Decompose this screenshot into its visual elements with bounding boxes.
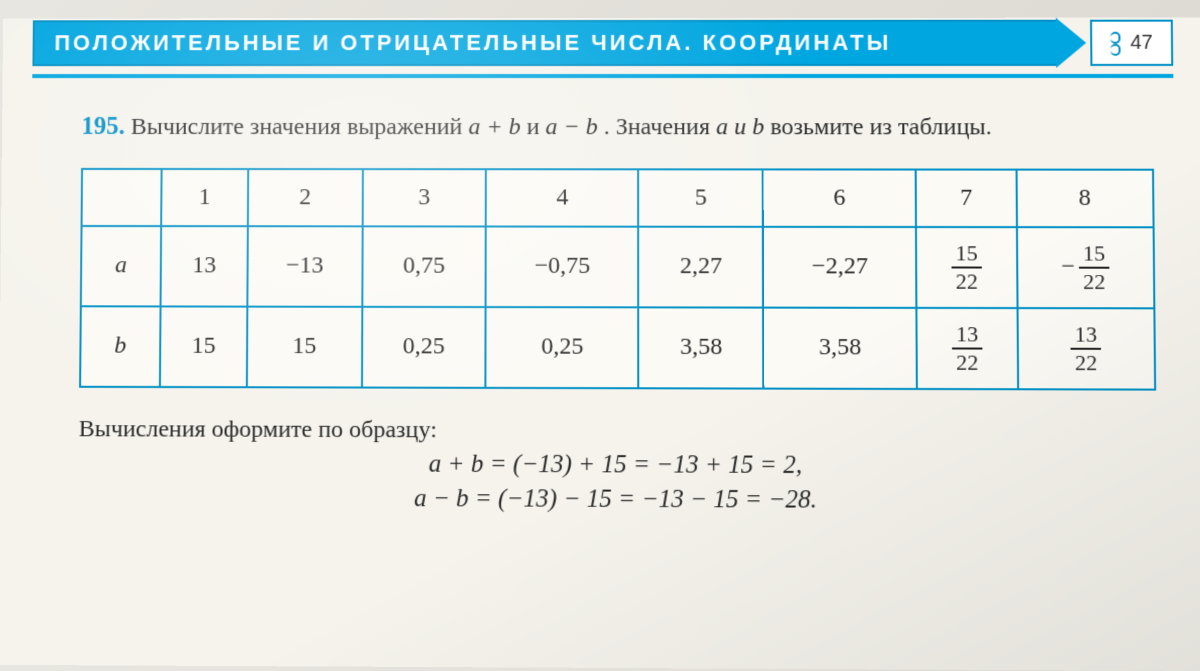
row-label: a: [81, 226, 161, 306]
table-row: b15150,250,253,583,5813221322: [80, 306, 1155, 389]
row-label: b: [80, 306, 160, 387]
example-line-1: a + b = (−13) + 15 = −13 + 15 = 2,: [78, 449, 1157, 481]
table-cell: 1522: [916, 227, 1017, 308]
expr-a-minus-b: a − b: [545, 114, 597, 140]
column-header: 4: [486, 169, 638, 226]
problem-number: 195.: [81, 113, 125, 140]
table-cell: −2,27: [763, 226, 917, 307]
table-cell: 3,58: [763, 307, 917, 388]
table-cell: 13: [161, 226, 248, 307]
table-corner-cell: [82, 168, 162, 225]
table-body: 12345678a13−130,75−0,752,27−2,271522−152…: [80, 168, 1155, 389]
table-cell: 0,75: [362, 226, 486, 307]
table-cell: 2,27: [639, 226, 764, 307]
problem-text-and: и: [527, 114, 546, 140]
table-cell: 0,25: [362, 306, 487, 387]
table-row: a13−130,75−0,752,27−2,271522−1522: [81, 226, 1155, 308]
problem-statement: 195. Вычислите значения выражений a + b …: [81, 108, 1154, 146]
example-line-2: a − b = (−13) − 15 = −13 − 15 = −28.: [78, 483, 1157, 515]
table-cell: 3,58: [639, 307, 764, 388]
table-cell: −13: [247, 226, 362, 307]
example-intro: Вычисления оформите по образцу:: [79, 416, 1157, 447]
table-cell: 0,25: [486, 307, 639, 388]
values-table: 12345678a13−130,75−0,752,27−2,271522−152…: [79, 167, 1156, 390]
column-header: 2: [248, 169, 363, 226]
column-header: 1: [161, 168, 248, 225]
problem-text-3: возьмите из таблицы.: [770, 114, 992, 140]
table-cell: 15: [247, 306, 362, 387]
column-header: 3: [362, 169, 486, 226]
problem-text-1: Вычислите значения выражений: [131, 114, 469, 140]
page-number: 47: [1130, 31, 1153, 54]
page-content: 195. Вычислите значения выражений a + b …: [0, 78, 1200, 516]
table-header-row: 12345678: [82, 168, 1154, 226]
table-cell: 15: [160, 306, 247, 387]
problem-text-2: . Значения: [604, 114, 716, 140]
table-cell: 1322: [917, 307, 1018, 388]
expr-a-plus-b: a + b: [468, 114, 520, 140]
header-arrow-icon: [1055, 18, 1086, 68]
column-header: 5: [639, 169, 764, 226]
table-cell: 1322: [1017, 308, 1155, 390]
column-header: 8: [1016, 169, 1154, 227]
textbook-page: ПОЛОЖИТЕЛЬНЫЕ И ОТРИЦАТЕЛЬНЫЕ ЧИСЛА. КОО…: [0, 18, 1200, 671]
column-header: 6: [763, 169, 916, 227]
chapter-header: ПОЛОЖИТЕЛЬНЫЕ И ОТРИЦАТЕЛЬНЫЕ ЧИСЛА. КОО…: [32, 18, 1173, 68]
table-cell: −1522: [1016, 227, 1154, 308]
spiral-binding-icon: [1110, 30, 1120, 56]
table-cell: −0,75: [486, 226, 639, 307]
column-header: 7: [916, 169, 1016, 227]
page-number-box: 47: [1090, 20, 1173, 66]
vars-a-b: a и b: [716, 114, 764, 140]
chapter-title: ПОЛОЖИТЕЛЬНЫЕ И ОТРИЦАТЕЛЬНЫЕ ЧИСЛА. КОО…: [32, 20, 1055, 66]
